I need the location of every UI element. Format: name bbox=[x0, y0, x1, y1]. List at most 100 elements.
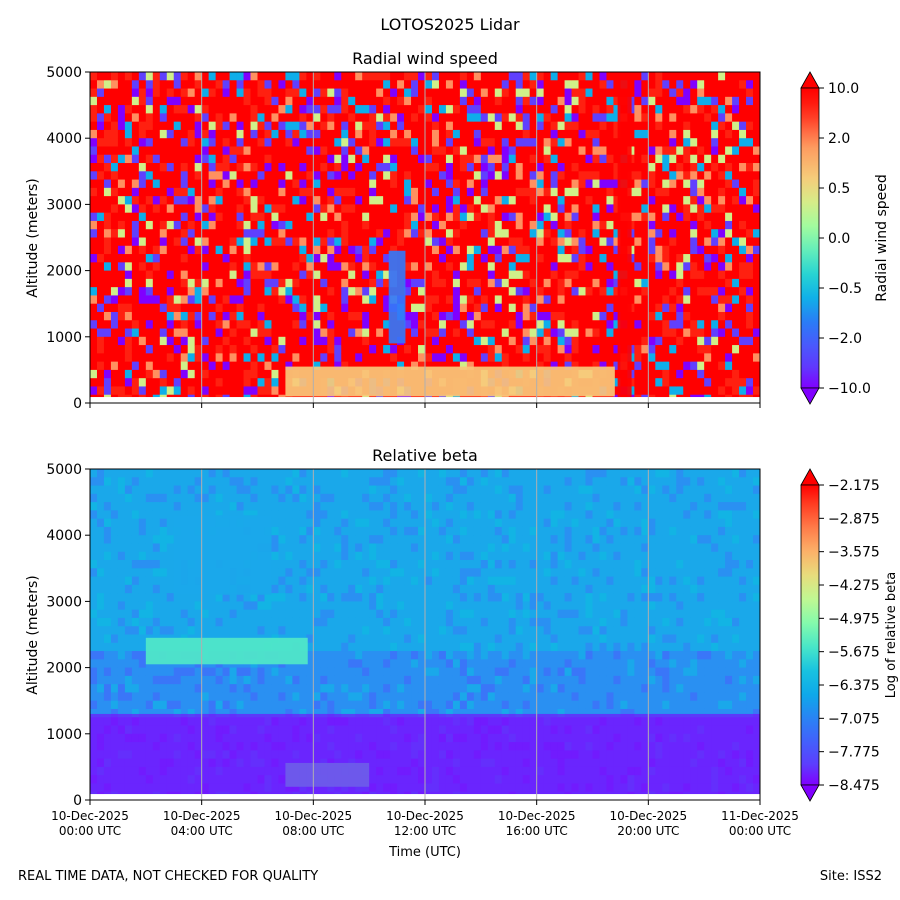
wind-cell bbox=[187, 353, 196, 363]
beta-cell bbox=[159, 535, 168, 544]
wind-cell bbox=[613, 187, 621, 197]
beta-cell bbox=[257, 626, 265, 635]
wind-cell bbox=[494, 138, 503, 147]
wind-cell bbox=[96, 96, 105, 106]
wind-cell bbox=[753, 262, 760, 272]
wind-cell bbox=[271, 270, 279, 280]
wind-cell bbox=[571, 154, 579, 164]
wind-cell bbox=[648, 262, 656, 272]
wind-cell bbox=[404, 212, 412, 222]
wind-cell bbox=[208, 154, 217, 164]
wind-cell bbox=[536, 361, 545, 371]
wind-cell bbox=[718, 212, 726, 222]
wind-cell bbox=[613, 262, 621, 272]
beta-cell bbox=[222, 609, 230, 619]
wind-cell bbox=[222, 171, 230, 180]
wind-cell bbox=[369, 361, 377, 371]
wind-cell bbox=[550, 154, 559, 164]
wind-cell bbox=[110, 121, 119, 131]
wind-cell bbox=[487, 328, 496, 338]
wind-cell bbox=[131, 361, 140, 371]
wind-cell bbox=[243, 262, 251, 272]
wind-cell bbox=[320, 196, 328, 205]
wind-cell bbox=[411, 278, 419, 288]
wind-cell bbox=[341, 187, 349, 197]
wind-cell bbox=[571, 105, 579, 114]
beta-cell bbox=[201, 593, 210, 602]
wind-cell bbox=[425, 353, 433, 363]
wind-cell bbox=[131, 303, 140, 313]
wind-cell bbox=[690, 121, 698, 131]
wind-cell bbox=[515, 311, 524, 321]
wind-cell bbox=[348, 196, 356, 205]
wind-cell bbox=[138, 113, 147, 123]
wind-cell bbox=[592, 154, 600, 164]
wind-cell bbox=[711, 270, 719, 280]
wind-cell bbox=[711, 129, 719, 139]
wind-cell bbox=[669, 229, 677, 238]
wind-cell bbox=[299, 237, 307, 247]
wind-cell bbox=[662, 179, 670, 189]
wind-cell bbox=[110, 80, 119, 89]
wind-cell bbox=[431, 154, 440, 164]
wind-cell bbox=[250, 361, 258, 371]
wind-cell bbox=[173, 163, 182, 172]
wind-cell bbox=[669, 212, 677, 222]
wind-cell bbox=[508, 262, 517, 272]
wind-cell bbox=[383, 353, 391, 363]
wind-cell bbox=[732, 303, 740, 313]
beta-cell bbox=[278, 568, 286, 577]
wind-cell bbox=[390, 154, 398, 164]
wind-cell bbox=[501, 220, 510, 230]
wind-cell bbox=[215, 154, 224, 164]
wind-cell bbox=[327, 121, 335, 131]
wind-cell bbox=[662, 369, 670, 379]
wind-cell bbox=[739, 361, 747, 371]
wind-cell bbox=[362, 204, 370, 214]
wind-cell bbox=[194, 369, 203, 379]
wind-cell bbox=[592, 129, 600, 139]
wind-cell bbox=[501, 196, 510, 205]
wind-cell bbox=[138, 386, 147, 396]
wind-cell bbox=[690, 179, 698, 189]
beta-cell bbox=[117, 593, 126, 602]
wind-cell bbox=[215, 287, 224, 296]
wind-cell bbox=[278, 245, 286, 255]
wind-cell bbox=[438, 254, 447, 263]
wind-cell bbox=[90, 361, 98, 371]
beta-cell bbox=[117, 543, 126, 553]
wind-cell bbox=[397, 361, 405, 371]
wind-cell bbox=[292, 245, 300, 255]
wind-cell bbox=[683, 369, 691, 379]
beta-cell bbox=[145, 535, 154, 544]
wind-cell bbox=[355, 262, 363, 272]
wind-cell bbox=[452, 187, 461, 197]
wind-cell bbox=[215, 220, 224, 230]
wind-cell bbox=[676, 113, 684, 123]
wind-cell bbox=[390, 204, 398, 214]
wind-cell bbox=[327, 328, 335, 338]
wind-cell bbox=[557, 220, 565, 230]
wind-cell bbox=[96, 320, 105, 329]
wind-cell bbox=[355, 204, 363, 214]
wind-cell bbox=[697, 220, 705, 230]
wind-cell bbox=[397, 171, 405, 180]
wind-cell bbox=[529, 121, 538, 131]
wind-cell bbox=[243, 320, 251, 329]
beta-cell bbox=[236, 617, 244, 627]
wind-cell bbox=[585, 105, 593, 114]
wind-cell bbox=[110, 245, 119, 255]
wind-cell bbox=[613, 154, 621, 164]
wind-cell bbox=[327, 138, 335, 147]
wind-cell bbox=[501, 336, 510, 346]
wind-cell bbox=[480, 245, 489, 255]
wind-cell bbox=[285, 361, 293, 371]
wind-cell bbox=[634, 262, 642, 272]
wind-cell bbox=[187, 163, 196, 172]
wind-cell bbox=[348, 229, 356, 238]
wind-cell bbox=[641, 80, 649, 89]
wind-cell bbox=[480, 328, 489, 338]
wind-cell bbox=[739, 278, 747, 288]
wind-cell bbox=[159, 220, 168, 230]
wind-cell bbox=[215, 121, 224, 131]
